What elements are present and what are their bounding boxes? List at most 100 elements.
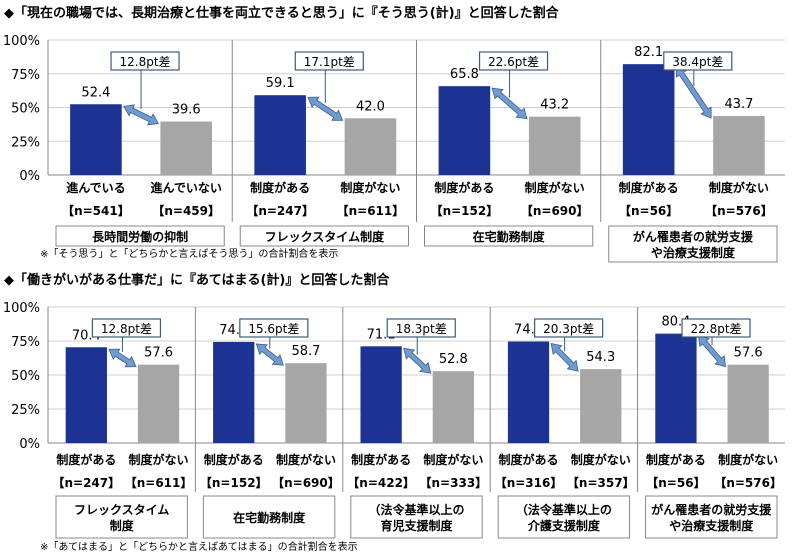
data-label: 58.7: [291, 344, 320, 359]
bar-without: [160, 121, 212, 175]
diff-label: 22.8pt差: [691, 322, 742, 336]
bar-without: [727, 364, 769, 443]
x-tick-label: 制度がある: [434, 180, 494, 195]
bar-with: [254, 95, 306, 175]
y-tick-label: 50%: [11, 102, 40, 117]
diff-label: 12.8pt差: [101, 322, 152, 336]
data-label: 65.8: [450, 67, 479, 82]
data-label: 43.2: [540, 98, 569, 113]
bar-with: [70, 104, 122, 175]
data-label: 52.4: [81, 85, 110, 100]
x-tick-label: 制度がない: [276, 452, 336, 467]
category-label-line: 制度: [110, 518, 135, 533]
double-arrow-icon: [307, 96, 344, 121]
footnote: ※「あてはまる」と「どちらかと言えばあてはまる」の合計割合を表示: [40, 540, 358, 553]
category-label: 在宅勤務制度: [473, 229, 546, 244]
bar-group: 52.4 進んでいる【n=541】 39.6 進んでいない【n=459】 12.8pt差…: [55, 51, 225, 247]
diff-label: 15.6pt差: [248, 322, 299, 336]
category-label: （法令基準以上の介護支援制度: [516, 502, 612, 533]
sample-size-label: 【n=611】: [125, 475, 193, 490]
chart-1: ◆「現在の職場では、長期治療と仕事を両立できると思う」に『そう思う(計)』と回答…: [3, 5, 785, 263]
bar-without: [713, 116, 765, 175]
sample-size-label: 【n=611】: [337, 203, 405, 218]
bar-group: 71.1制度がある【n=422】52.8制度がない【n=333】18.3pt差（…: [342, 307, 488, 539]
footnote: ※「そう思う」と「どちらかと言えばそう思う」の合計割合を表示: [40, 247, 338, 260]
category-label: がん罹患者の就労支援や治療支援制度: [633, 229, 754, 260]
diff-box: [294, 51, 364, 71]
double-arrow-icon: [550, 343, 579, 372]
data-label: 39.6: [172, 103, 201, 118]
y-tick-label: 75%: [11, 335, 40, 350]
bar-with: [65, 347, 107, 443]
category-label-line: 育児支援制度: [380, 518, 453, 533]
x-tick-label: 制度がある: [351, 452, 411, 467]
sample-size-label: 【n=56】: [646, 475, 705, 490]
category-label: がん罹患者の就労支援や治療支援制度: [651, 502, 772, 533]
category-box: [608, 225, 778, 263]
diff-box: [239, 318, 309, 338]
category-label-line: 長時間労働の抑制: [92, 229, 188, 244]
category-box: [424, 225, 594, 247]
sample-size-label: 【n=333】: [420, 475, 488, 490]
bar-group: 80.4制度がある【n=56】57.6制度がない【n=576】22.8pt差がん…: [637, 307, 782, 539]
data-label: 59.1: [266, 76, 295, 91]
diff-label: 17.1pt差: [304, 55, 355, 69]
data-label: 57.6: [734, 346, 763, 361]
y-tick-label: 0%: [19, 437, 40, 452]
category-label-line: （法令基準以上の: [516, 502, 612, 517]
bar-with: [507, 341, 550, 443]
x-tick-label: 制度がない: [718, 452, 778, 467]
diff-box: [534, 318, 604, 338]
x-tick-label: 進んでいない: [150, 180, 221, 195]
bar-without: [285, 363, 327, 443]
double-arrow-icon: [255, 343, 284, 366]
y-tick-label: 25%: [11, 135, 40, 150]
sample-size-label: 【n=56】: [619, 203, 678, 218]
category-label-line: フレックスタイム: [74, 503, 169, 517]
arrow-shape: [255, 343, 284, 366]
arrow-shape: [403, 347, 432, 374]
category-box: [202, 495, 336, 539]
category-box: [497, 495, 631, 539]
bar-with: [622, 64, 675, 175]
data-label: 52.8: [439, 352, 468, 367]
double-arrow-icon: [676, 65, 712, 119]
y-tick-label: 100%: [3, 301, 40, 316]
x-tick-label: 制度がある: [204, 452, 264, 467]
bar-group: 65.8 制度がある【n=152】 43.2 制度がない【n=690】 22.6pt差在…: [416, 40, 594, 247]
x-tick-label: 制度がある: [499, 452, 559, 467]
category-label: （法令基準以上の育児支援制度: [368, 502, 464, 533]
category-label-line: （法令基準以上の: [368, 502, 464, 517]
double-arrow-icon: [108, 348, 137, 368]
bar-with: [213, 341, 255, 443]
bar-without: [344, 118, 397, 175]
x-tick-label: 制度がない: [340, 180, 400, 195]
sample-size-label: 【n=690】: [272, 475, 340, 490]
sample-size-label: 【n=576】: [714, 475, 782, 490]
diff-label: 12.8pt差: [120, 55, 171, 69]
category-box: [55, 495, 188, 539]
diff-label: 22.6pt差: [488, 55, 539, 69]
data-label: 43.7: [724, 97, 753, 112]
y-tick-label: 25%: [11, 403, 40, 418]
double-arrow-icon: [698, 335, 726, 368]
y-tick-label: 0%: [19, 169, 40, 184]
bar-with: [360, 346, 402, 443]
arrow-shape: [550, 343, 579, 372]
sample-size-label: 【n=422】: [347, 475, 415, 490]
x-tick-label: 制度がある: [646, 452, 706, 467]
x-tick-label: 制度がある: [250, 180, 310, 195]
diff-box: [91, 318, 162, 338]
diff-label: 18.3pt差: [396, 322, 447, 336]
y-tick-label: 75%: [11, 68, 40, 83]
bar-without: [580, 369, 622, 443]
sample-size-label: 【n=690】: [521, 203, 589, 218]
x-tick-label: 制度がない: [129, 452, 189, 467]
arrow-shape: [123, 104, 160, 126]
category-box: [239, 225, 409, 247]
x-tick-label: 制度がある: [619, 180, 679, 195]
sample-size-label: 【n=541】: [62, 203, 130, 218]
category-box: [55, 225, 225, 247]
sample-size-label: 【n=247】: [52, 475, 120, 490]
